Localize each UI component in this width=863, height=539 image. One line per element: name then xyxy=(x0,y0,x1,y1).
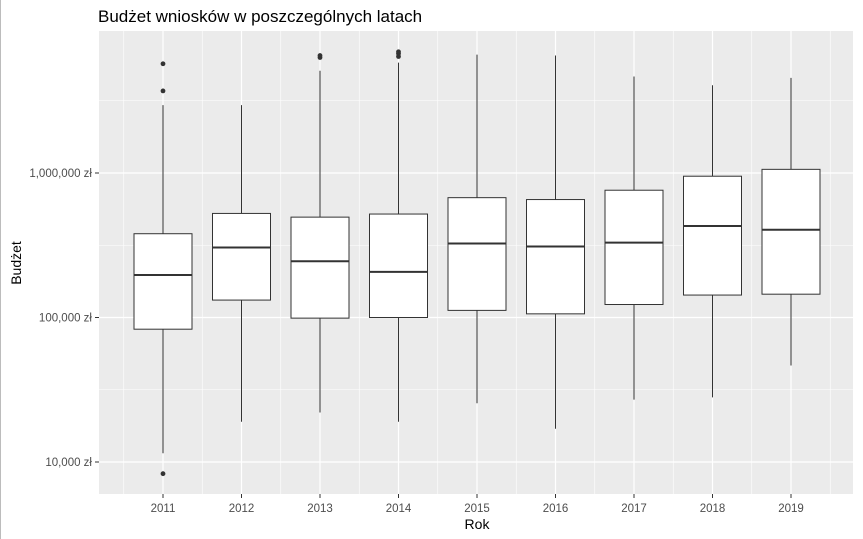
outlier-point xyxy=(160,88,166,94)
y-tick-label: 1,000,000 zł xyxy=(29,168,92,180)
y-axis: 10,000 zł 100,000 zł 1,000,000 zł xyxy=(29,168,99,469)
outlier-point xyxy=(317,53,323,58)
box-2013 xyxy=(290,53,350,413)
x-tick-label: 2015 xyxy=(464,503,490,515)
box-2016 xyxy=(526,55,585,429)
x-tick-label: 2014 xyxy=(386,503,412,515)
window-edge xyxy=(0,0,1,539)
iqr-box xyxy=(604,189,664,306)
iqr-box xyxy=(526,199,585,315)
x-tick-label: 2013 xyxy=(307,503,333,515)
box-2012 xyxy=(212,105,271,422)
outlier-point xyxy=(160,471,166,477)
y-tick-label: 10,000 zł xyxy=(45,457,92,469)
x-tick-label: 2012 xyxy=(229,503,255,515)
x-tick-label: 2011 xyxy=(151,503,176,515)
iqr-box xyxy=(683,175,742,296)
iqr-box xyxy=(212,212,271,301)
outlier-point xyxy=(396,49,401,55)
iqr-box xyxy=(369,213,428,319)
box-2015 xyxy=(447,54,507,404)
box-2011 xyxy=(133,61,193,477)
box-2018 xyxy=(683,85,742,398)
plot-panel xyxy=(99,31,853,494)
outlier-point xyxy=(160,61,166,67)
x-axis: 2011 2012 2013 2014 2015 2016 2017 2018 2019 xyxy=(151,494,804,515)
iqr-box xyxy=(290,216,350,319)
chart-title: Budżet wniosków w poszczególnych latach xyxy=(98,7,422,26)
x-axis-title: Rok xyxy=(465,516,491,532)
x-tick-label: 2018 xyxy=(700,503,726,515)
box-2017 xyxy=(604,76,664,400)
iqr-box xyxy=(761,168,821,295)
iqr-box xyxy=(133,233,193,330)
x-tick-label: 2019 xyxy=(778,503,804,515)
box-2014 xyxy=(369,49,428,422)
y-axis-title: Budżet xyxy=(8,241,24,285)
y-tick-label: 100,000 zł xyxy=(39,313,93,325)
box-2019 xyxy=(761,77,821,366)
iqr-box xyxy=(447,197,507,311)
x-tick-label: 2017 xyxy=(621,503,647,515)
x-tick-label: 2016 xyxy=(543,503,569,515)
